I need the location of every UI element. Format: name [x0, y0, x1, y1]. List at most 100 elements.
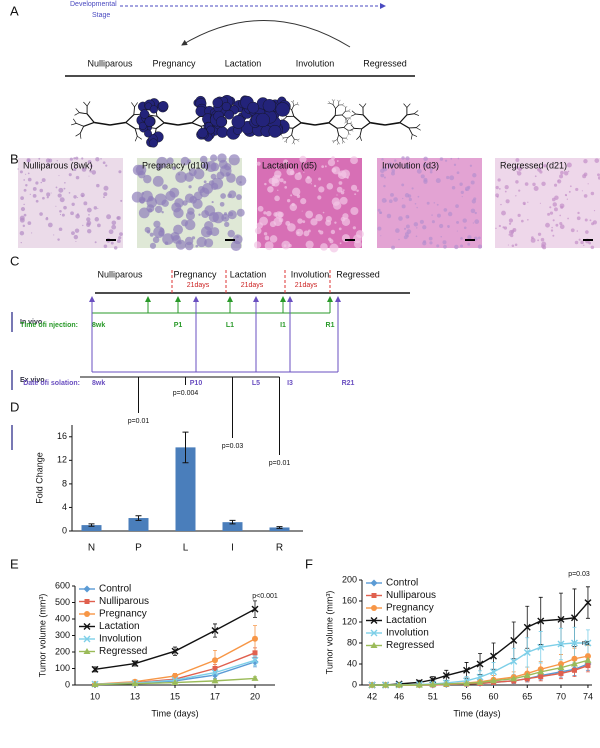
texture — [537, 239, 540, 242]
texture — [397, 163, 401, 167]
duct — [94, 121, 111, 126]
y-tick-label: 16 — [57, 431, 67, 441]
texture — [294, 172, 302, 181]
texture — [71, 202, 75, 206]
x-tick-label: 51 — [428, 691, 438, 701]
texture — [20, 241, 22, 244]
image-label: Regressed (d21) — [500, 160, 567, 170]
texture — [413, 222, 419, 227]
texture — [152, 175, 164, 187]
texture — [184, 236, 194, 246]
texture — [288, 243, 292, 248]
texture — [431, 220, 435, 224]
texture — [515, 158, 520, 162]
texture — [73, 234, 79, 240]
duct — [359, 135, 362, 141]
texture — [518, 189, 521, 192]
y-axis-label: Tumor volume (mm³) — [324, 591, 334, 675]
texture — [508, 229, 514, 235]
texture — [444, 159, 448, 162]
time-point: P1 — [174, 322, 183, 329]
texture — [80, 192, 85, 198]
texture — [334, 221, 337, 224]
texture — [560, 170, 564, 175]
duct — [336, 127, 344, 129]
texture — [47, 163, 50, 166]
texture — [576, 216, 581, 221]
duct — [83, 121, 95, 127]
texture — [32, 187, 37, 191]
texture — [401, 156, 405, 160]
texture — [398, 238, 400, 241]
marker — [84, 599, 90, 604]
duct — [332, 104, 336, 109]
error-bar — [276, 526, 283, 529]
texture — [512, 229, 515, 232]
alveolus — [158, 101, 169, 112]
y-tick-label: 120 — [342, 616, 357, 626]
y-axis-label: Tumor volume (mm³) — [37, 594, 47, 678]
texture — [113, 246, 118, 250]
marker — [251, 605, 259, 613]
duct — [291, 134, 295, 140]
x-tick-label: 17 — [210, 691, 220, 701]
texture — [508, 218, 514, 223]
texture — [20, 196, 24, 200]
texture — [474, 211, 477, 215]
texture — [153, 220, 161, 228]
texture — [411, 187, 414, 190]
texture — [291, 187, 301, 197]
texture — [440, 236, 442, 238]
texture — [497, 178, 501, 182]
texture — [31, 232, 33, 234]
axis-label: Stage — [92, 12, 110, 19]
duct — [293, 138, 295, 143]
row-label: In vivo — [20, 319, 42, 326]
duct — [384, 121, 400, 126]
panel-letter: D — [10, 399, 19, 414]
texture — [356, 189, 359, 192]
texture — [219, 165, 232, 177]
texture — [172, 166, 176, 171]
stage-label: Pregnancy — [173, 269, 217, 279]
texture — [341, 169, 351, 179]
legend-label: Lactation — [99, 621, 140, 632]
texture — [149, 232, 154, 237]
texture — [97, 223, 101, 228]
texture — [73, 168, 77, 172]
duct — [335, 104, 340, 109]
duct — [79, 133, 82, 139]
x-tick-label: 74 — [583, 691, 593, 701]
texture — [583, 159, 588, 164]
marker — [171, 679, 179, 686]
texture — [511, 244, 515, 248]
texture — [393, 159, 397, 162]
marker — [83, 648, 91, 654]
texture — [191, 236, 196, 240]
duct — [75, 133, 81, 137]
bar — [81, 525, 102, 531]
duct — [283, 116, 288, 121]
p-value: p=0.004 — [173, 390, 199, 397]
texture — [40, 181, 43, 184]
y-tick-label: 200 — [55, 646, 70, 656]
texture — [201, 210, 210, 219]
duct — [346, 118, 348, 121]
texture — [188, 185, 192, 189]
texture — [436, 244, 440, 248]
texture — [564, 171, 569, 176]
duct — [291, 128, 294, 136]
marker — [557, 640, 565, 648]
texture — [423, 156, 428, 162]
texture — [403, 235, 408, 240]
texture — [269, 221, 277, 228]
row-title: Time ofi njection: — [20, 322, 78, 329]
alveolus — [231, 114, 246, 129]
marker — [463, 679, 471, 686]
texture — [277, 189, 279, 191]
marker — [415, 681, 423, 688]
texture — [339, 242, 342, 245]
marker — [524, 676, 530, 682]
texture — [91, 170, 97, 175]
texture — [527, 219, 529, 221]
